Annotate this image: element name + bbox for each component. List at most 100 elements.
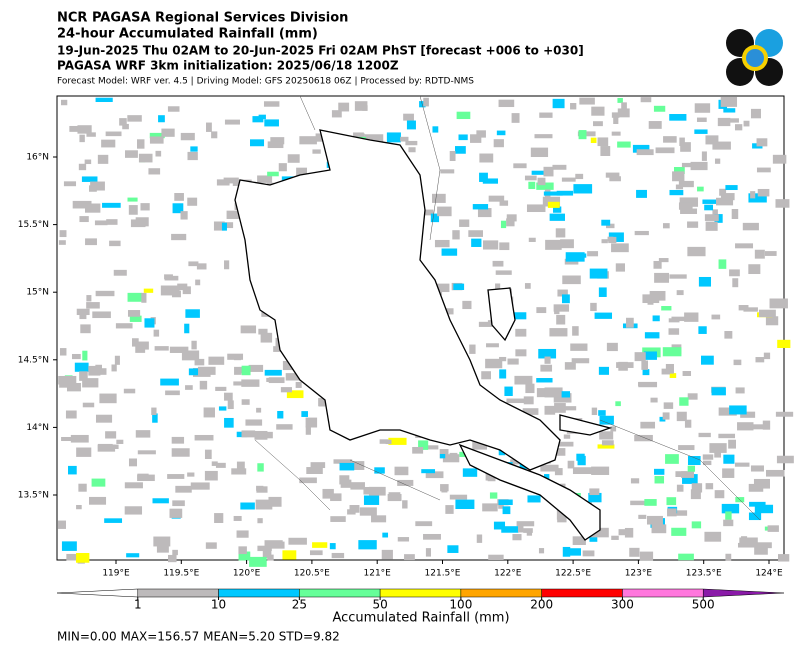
rain-cell	[65, 410, 77, 419]
rain-cell	[626, 317, 634, 328]
rain-cell	[540, 464, 559, 472]
rain-cell	[155, 150, 162, 157]
rain-cell	[359, 507, 377, 516]
rain-cell	[425, 548, 431, 557]
rain-cell	[764, 251, 777, 256]
rain-cell	[720, 97, 738, 107]
rain-cell	[241, 365, 251, 376]
rain-cell	[143, 288, 154, 293]
rain-cell	[135, 430, 151, 438]
rain-cell	[449, 151, 456, 162]
rain-cell	[224, 417, 234, 428]
rain-cell	[653, 105, 666, 112]
rain-cell	[743, 120, 750, 127]
rain-cell	[330, 516, 346, 522]
logo	[726, 29, 783, 86]
rain-cell	[371, 515, 387, 523]
rain-cell	[680, 142, 691, 152]
rain-cell	[432, 126, 439, 133]
rain-cell	[654, 468, 665, 475]
rain-cell	[82, 402, 95, 408]
lon-label: 122°E	[494, 569, 522, 579]
rain-cell	[76, 308, 90, 316]
rain-cell	[514, 375, 533, 385]
rain-cell	[113, 269, 127, 276]
stats: MIN=0.00 MAX=156.57 MEAN=5.20 STD=9.82	[57, 630, 340, 644]
rain-cell	[732, 278, 739, 288]
rain-cell	[417, 209, 434, 216]
rain-cell	[572, 467, 592, 475]
rain-cell	[388, 437, 407, 445]
rain-cell	[92, 311, 111, 319]
rain-cell	[238, 551, 251, 561]
rain-cell	[684, 312, 699, 322]
rain-cell	[538, 548, 545, 554]
rain-cell	[260, 332, 273, 343]
rain-cell	[148, 168, 161, 175]
rain-cell	[394, 466, 409, 476]
rain-cell	[385, 439, 392, 445]
rain-cell	[577, 455, 586, 466]
colorbar-label: Accumulated Rainfall (mm)	[332, 611, 509, 626]
coastlines	[234, 129, 613, 541]
rain-cell	[669, 373, 677, 379]
rain-cell	[498, 99, 515, 108]
rain-cell	[499, 242, 510, 251]
colorbar-tick-label: 300	[611, 598, 634, 612]
rain-cell	[588, 492, 602, 503]
rain-cell	[476, 534, 483, 543]
rain-cell	[95, 414, 113, 423]
rain-cell	[185, 309, 200, 318]
rain-cell	[593, 121, 603, 127]
rain-cell	[711, 314, 721, 320]
rain-cell	[181, 350, 200, 361]
rain-cell	[549, 328, 568, 337]
rain-cell	[453, 283, 465, 290]
rain-cell	[772, 154, 787, 164]
rain-cell	[79, 313, 87, 320]
rain-cell	[421, 469, 436, 474]
rain-cell	[754, 547, 768, 555]
lon-label: 120.5°E	[294, 569, 330, 579]
rain-cell	[540, 364, 553, 372]
rain-cell	[305, 417, 318, 428]
rain-cell	[552, 164, 567, 170]
rain-cell	[524, 175, 537, 181]
rain-cell	[197, 366, 216, 375]
lat-label: 14.5°N	[18, 355, 49, 365]
rain-cell	[165, 390, 180, 396]
rain-cell	[127, 292, 142, 302]
rain-cell	[665, 454, 679, 464]
rain-cell	[106, 444, 119, 450]
rain-cell	[171, 448, 190, 457]
rain-cell	[777, 554, 790, 562]
rain-cell	[567, 460, 575, 469]
rain-cell	[182, 286, 191, 295]
rain-cell	[431, 193, 446, 203]
rain-cell	[330, 493, 342, 502]
rain-cell	[698, 326, 707, 334]
rain-cell	[257, 175, 273, 183]
axes: 119°E 119.5°E 120°E 120.5°E 121°E 121.5°E 122°…	[18, 153, 783, 579]
rain-cell	[445, 505, 454, 514]
rain-cell	[698, 432, 711, 438]
rain-cell	[397, 537, 410, 542]
rain-cell	[598, 366, 610, 375]
rain-cell	[662, 347, 682, 357]
rain-cell	[610, 426, 617, 432]
rain-cell	[705, 483, 714, 490]
rain-cell	[672, 171, 685, 182]
rain-cell	[709, 443, 727, 453]
rain-cell	[104, 518, 123, 523]
rain-cell	[79, 371, 88, 381]
rain-cell	[132, 338, 139, 347]
rain-cell	[240, 502, 255, 510]
rain-cell	[496, 130, 506, 136]
rain-cell	[639, 551, 654, 561]
rain-cell	[169, 508, 183, 518]
rain-cell	[501, 526, 519, 533]
rain-cell	[638, 382, 652, 387]
rain-cell	[552, 98, 565, 109]
rain-cell	[589, 536, 598, 542]
